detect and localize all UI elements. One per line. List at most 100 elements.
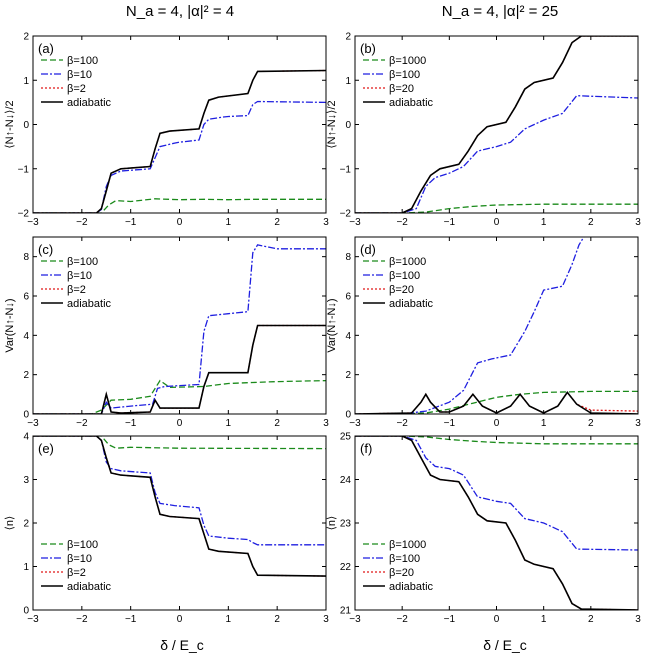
series-line-0: [33, 379, 326, 414]
y-axis-label: ⟨n⟩: [326, 516, 338, 531]
legend-entry: β=20: [389, 567, 414, 579]
x-tick-label: 3: [635, 418, 641, 429]
y-tick-label: 8: [23, 252, 29, 263]
x-tick-label: 1: [226, 217, 232, 228]
y-tick-label: 0: [23, 606, 29, 617]
y-tick-label: 2: [345, 370, 351, 381]
panel-4: −3 −2 −1 0 1 2 3 0 1 2 3 4 ⟨n⟩ (e) β=100 β=10 β=2 adiabat…: [4, 432, 329, 626]
panel-label: (d): [360, 242, 376, 257]
series-group: [355, 436, 638, 610]
x-tick-label: −3: [27, 217, 39, 228]
panel-label: (e): [38, 441, 54, 456]
legend-entry: adiabatic: [389, 298, 434, 310]
legend-entry: β=100: [389, 553, 420, 565]
x-tick-label: 2: [588, 217, 594, 228]
series-line-1: [355, 237, 585, 414]
x-tick-label: 1: [541, 217, 547, 228]
x-tick-label: −1: [444, 614, 456, 625]
legend-entry: β=20: [389, 83, 414, 95]
series-line-3: [355, 36, 638, 213]
y-tick-label: 0: [23, 120, 29, 131]
y-tick-label: −2: [340, 209, 352, 220]
x-tick-label: −3: [349, 614, 361, 625]
y-tick-label: 0: [345, 120, 351, 131]
series-line-1: [33, 436, 326, 546]
x-axis-label-left: δ / E_c: [160, 637, 204, 653]
x-tick-label: −1: [444, 418, 456, 429]
legend-entry: adiabatic: [389, 97, 434, 109]
x-tick-label: 2: [274, 418, 280, 429]
legend-entry: β=10: [67, 69, 92, 81]
y-tick-label: 1: [23, 76, 29, 87]
plot-area: [355, 237, 638, 414]
x-tick-label: 2: [588, 418, 594, 429]
y-tick-label: 2: [23, 32, 29, 43]
panel-label: (a): [38, 41, 54, 56]
y-tick-label: 2: [23, 370, 29, 381]
x-tick-label: 0: [494, 217, 500, 228]
y-tick-label: 0: [345, 410, 351, 421]
x-tick-label: −1: [125, 614, 137, 625]
x-tick-label: 0: [177, 614, 183, 625]
x-tick-label: −3: [349, 217, 361, 228]
x-tick-label: 3: [635, 614, 641, 625]
y-axis-label: ⟨n⟩: [4, 516, 16, 531]
legend-entry: adiabatic: [67, 97, 112, 109]
legend-entry: β=100: [389, 270, 420, 282]
y-tick-label: 21: [340, 606, 352, 617]
x-tick-label: 1: [541, 418, 547, 429]
x-tick-label: 3: [323, 217, 329, 228]
legend-entry: β=1000: [389, 55, 426, 67]
panel-2: −3 −2 −1 0 1 2 3 0 2 4 6 8 Var(N↑-N↓) (c) β=100 β=10 β=2…: [4, 236, 329, 429]
panel-5: −3 −2 −1 0 1 2 32122232425⟨n⟩(f)β=1000β=100β=2…: [326, 432, 641, 626]
x-tick-label: 0: [494, 418, 500, 429]
x-tick-label: 3: [323, 614, 329, 625]
y-tick-label: −1: [18, 164, 30, 175]
panel-label: (c): [38, 242, 53, 257]
y-tick-label: 8: [345, 252, 351, 263]
legend-entry: β=2: [67, 567, 86, 579]
x-tick-label: 1: [226, 614, 232, 625]
panel-0: −3 −2 −1 0 1 2 3−2−1012⟨N↑-N↓⟩/2(a)β=100β=10β=…: [4, 32, 329, 229]
legend-entry: β=1000: [389, 539, 426, 551]
legend-entry: β=2: [67, 284, 86, 296]
y-tick-label: 6: [23, 292, 29, 303]
series-group: [33, 69, 326, 213]
y-tick-label: 6: [345, 292, 351, 303]
series-line-3: [33, 324, 326, 414]
x-tick-label: 0: [177, 418, 183, 429]
x-tick-label: −1: [125, 418, 137, 429]
y-tick-label: 1: [23, 562, 29, 573]
legend-entry: β=100: [67, 256, 98, 268]
x-tick-label: −3: [27, 614, 39, 625]
legend-entry: β=20: [389, 284, 414, 296]
y-axis-label: ⟨N↑-N↓⟩/2: [4, 100, 16, 148]
y-tick-label: 4: [23, 432, 29, 443]
series-line-1: [355, 436, 638, 551]
y-tick-label: −2: [18, 209, 30, 220]
legend-entry: β=100: [67, 55, 98, 67]
y-tick-label: 4: [345, 331, 351, 342]
x-tick-label: −2: [76, 217, 88, 228]
x-tick-label: −1: [444, 217, 456, 228]
y-tick-label: 2: [23, 519, 29, 530]
legend-entry: β=2: [67, 83, 86, 95]
series-line-0: [355, 203, 638, 213]
series-line-3: [33, 69, 326, 213]
x-tick-label: 3: [323, 418, 329, 429]
panel-label: (f): [360, 441, 372, 456]
y-tick-label: 24: [340, 475, 352, 486]
y-tick-label: 0: [23, 410, 29, 421]
x-tick-label: 2: [588, 614, 594, 625]
y-tick-label: 23: [340, 519, 352, 530]
x-tick-label: 1: [541, 614, 547, 625]
panels: −3 −2 −1 0 1 2 3−2−1012⟨N↑-N↓⟩/2(a)β=100β=10β=…: [4, 32, 641, 626]
legend-entry: β=100: [389, 69, 420, 81]
y-tick-label: 3: [23, 475, 29, 486]
x-tick-label: −2: [396, 217, 408, 228]
column-title-right: N_a = 4, |α|² = 25: [442, 3, 559, 20]
legend-entry: β=100: [67, 539, 98, 551]
x-tick-label: −3: [27, 418, 39, 429]
series-line-1: [33, 100, 326, 213]
